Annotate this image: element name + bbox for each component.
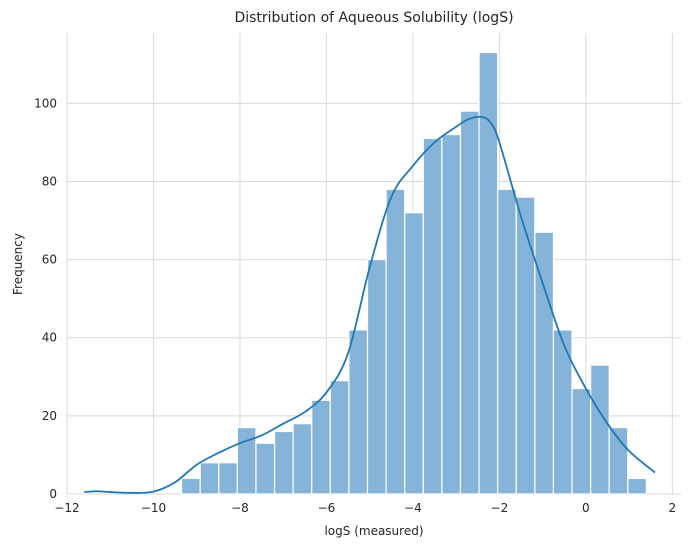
histogram-bar — [255, 442, 276, 495]
x-tick-label: −4 — [404, 501, 422, 515]
histogram-bar — [199, 462, 220, 495]
histogram-bar — [534, 231, 555, 495]
y-tick-label: 60 — [42, 253, 57, 267]
x-tick-label: 0 — [582, 501, 590, 515]
histogram-bars — [180, 51, 648, 495]
chart-title: Distribution of Aqueous Solubility (logS… — [234, 10, 513, 26]
x-tick-label: −12 — [54, 501, 79, 515]
histogram-bar — [273, 430, 294, 495]
x-tick-label: 2 — [669, 501, 677, 515]
histogram-bar — [478, 51, 499, 495]
y-tick-label: 0 — [49, 487, 57, 501]
y-tick-label: 20 — [42, 409, 57, 423]
histogram-bar — [236, 426, 257, 495]
histogram-bar — [515, 196, 536, 495]
histogram-bar — [180, 477, 201, 495]
histogram-bar — [571, 387, 592, 495]
histogram-bar — [552, 329, 573, 495]
histogram-bar — [329, 380, 350, 495]
y-tick-label: 40 — [42, 331, 57, 345]
histogram-bar — [441, 133, 462, 495]
histogram-bar — [385, 188, 406, 495]
y-axis-label: Frequency — [11, 233, 25, 295]
y-tick-label: 100 — [34, 96, 57, 110]
histogram-bar — [422, 137, 443, 495]
histogram-bar — [348, 329, 369, 495]
x-tick-label: −6 — [318, 501, 336, 515]
histogram-bar — [218, 462, 238, 495]
x-tick-labels: −12 −10 −8 −6 −4 −2 0 2 — [54, 501, 676, 515]
histogram-bar — [366, 258, 387, 495]
x-axis-label: logS (measured) — [324, 524, 423, 538]
histogram-bar — [404, 212, 424, 495]
x-tick-label: −10 — [141, 501, 166, 515]
y-tick-label: 80 — [42, 174, 57, 188]
histogram-bar — [459, 110, 480, 495]
histogram-bar — [292, 423, 313, 495]
y-tick-labels: 0 20 40 60 80 100 — [34, 96, 57, 501]
x-tick-label: −2 — [491, 501, 509, 515]
x-tick-label: −8 — [231, 501, 249, 515]
histogram-bar — [590, 364, 610, 495]
histogram-bar — [627, 477, 648, 495]
histogram-bar — [497, 188, 517, 495]
histogram-bar — [311, 399, 331, 495]
kde-line — [84, 115, 656, 494]
